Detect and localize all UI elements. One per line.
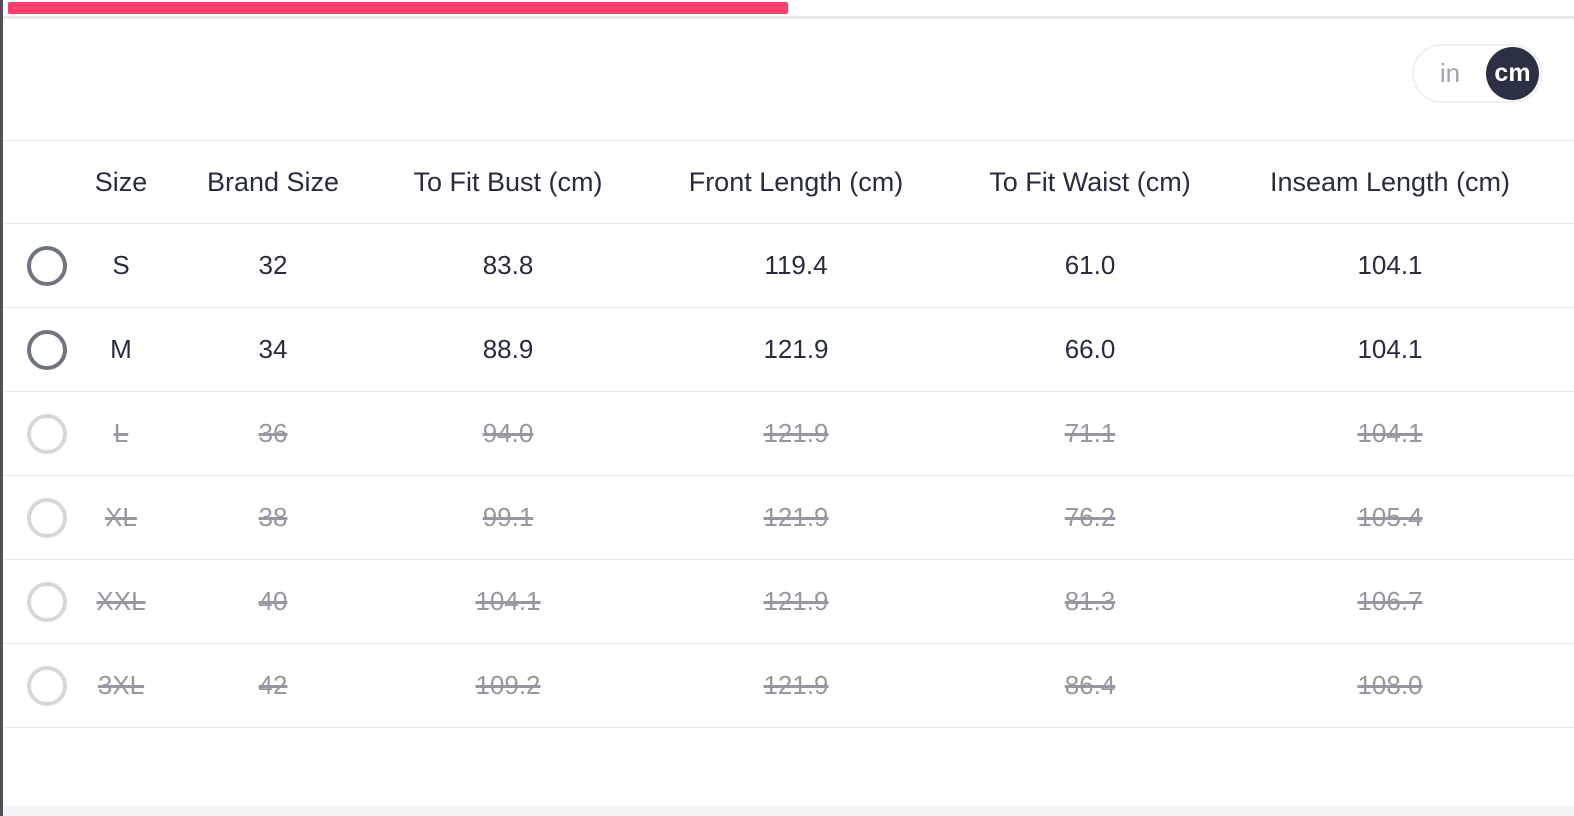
inseam-length-cell: 108.0 xyxy=(1357,670,1423,700)
size-cell: M xyxy=(110,334,132,364)
unit-option-in[interactable]: in xyxy=(1439,58,1461,88)
front-length-cell: 121.9 xyxy=(763,334,829,364)
to-fit-waist-cell: 86.4 xyxy=(1064,670,1116,700)
brand-size-cell: 34 xyxy=(258,334,288,364)
to-fit-bust-cell: 104.1 xyxy=(475,586,541,616)
to-fit-waist-cell: 61.0 xyxy=(1064,250,1116,280)
column-header-size: Size xyxy=(94,166,148,197)
radio-cell xyxy=(0,245,94,286)
to-fit-waist-cell: 71.1 xyxy=(1064,418,1116,448)
size-row-l: L 36 94.0 121.9 71.1 104.1 xyxy=(0,392,1574,476)
brand-size-cell: 40 xyxy=(258,586,288,616)
front-length-cell: 121.9 xyxy=(763,418,829,448)
brand-size-cell: 38 xyxy=(258,502,288,532)
size-radio-disabled xyxy=(27,413,67,454)
size-radio[interactable] xyxy=(27,245,67,286)
column-header-brand-size: Brand Size xyxy=(206,166,340,197)
tab-bar-divider xyxy=(0,16,1574,19)
page-edge-divider xyxy=(0,0,3,816)
column-header-to-fit-waist: To Fit Waist (cm) xyxy=(989,166,1191,197)
inseam-length-cell: 106.7 xyxy=(1357,586,1423,616)
size-row-m[interactable]: M 34 88.9 121.9 66.0 104.1 xyxy=(0,308,1574,392)
size-row-xxl: XXL 40 104.1 121.9 81.3 106.7 xyxy=(0,560,1574,644)
unit-toggle[interactable]: in cm xyxy=(1412,44,1542,103)
to-fit-waist-cell: 81.3 xyxy=(1064,586,1116,616)
to-fit-bust-cell: 109.2 xyxy=(475,670,541,700)
radio-cell xyxy=(0,665,94,706)
brand-size-cell: 32 xyxy=(258,250,288,280)
size-cell: L xyxy=(113,418,129,448)
brand-size-cell: 36 xyxy=(258,418,288,448)
column-header-inseam-length: Inseam Length (cm) xyxy=(1269,166,1511,197)
to-fit-waist-cell: 76.2 xyxy=(1064,502,1116,532)
to-fit-bust-cell: 94.0 xyxy=(482,418,534,448)
size-cell: XXL xyxy=(96,586,146,616)
size-radio-disabled xyxy=(27,581,67,622)
front-length-cell: 119.4 xyxy=(764,250,828,280)
radio-cell xyxy=(0,581,94,622)
inseam-length-cell: 104.1 xyxy=(1357,418,1423,448)
column-header-to-fit-bust: To Fit Bust (cm) xyxy=(413,166,603,197)
column-header-front-length: Front Length (cm) xyxy=(688,166,904,197)
radio-cell xyxy=(0,413,94,454)
size-radio-disabled xyxy=(27,497,67,538)
inseam-length-cell: 104.1 xyxy=(1357,334,1423,364)
size-cell: 3XL xyxy=(97,670,145,700)
front-length-cell: 121.9 xyxy=(763,670,829,700)
table-header-row: Size Brand Size To Fit Bust (cm) Front L… xyxy=(0,140,1574,224)
radio-cell xyxy=(0,497,94,538)
bottom-scroll-area xyxy=(0,806,1574,816)
size-row-xl: XL 38 99.1 121.9 76.2 105.4 xyxy=(0,476,1574,560)
to-fit-bust-cell: 99.1 xyxy=(482,502,534,532)
inseam-length-cell: 105.4 xyxy=(1357,502,1423,532)
to-fit-bust-cell: 88.9 xyxy=(482,334,534,364)
to-fit-waist-cell: 66.0 xyxy=(1064,334,1116,364)
size-radio-disabled xyxy=(27,665,67,706)
size-cell: XL xyxy=(105,502,137,532)
size-cell: S xyxy=(112,250,130,280)
size-row-3xl: 3XL 42 109.2 121.9 86.4 108.0 xyxy=(0,644,1574,728)
size-chart-table: Size Brand Size To Fit Bust (cm) Front L… xyxy=(0,140,1574,728)
unit-option-cm[interactable]: cm xyxy=(1486,47,1539,100)
size-row-s[interactable]: S 32 83.8 119.4 61.0 104.1 xyxy=(0,224,1574,308)
active-tab-indicator-bar xyxy=(8,2,788,14)
front-length-cell: 121.9 xyxy=(763,586,829,616)
inseam-length-cell: 104.1 xyxy=(1357,250,1423,280)
radio-cell xyxy=(0,329,94,370)
brand-size-cell: 42 xyxy=(258,670,288,700)
to-fit-bust-cell: 83.8 xyxy=(482,250,534,280)
front-length-cell: 121.9 xyxy=(763,502,829,532)
size-radio[interactable] xyxy=(27,329,67,370)
